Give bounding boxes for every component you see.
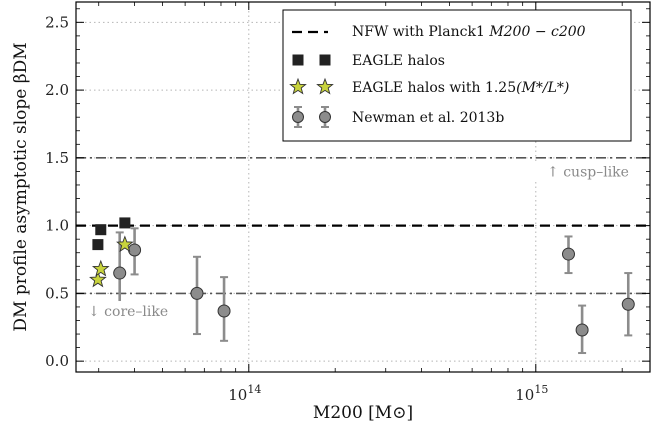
y-tick-label: 0.0	[45, 352, 69, 370]
legend-label-newman: Newman et al. 2013b	[352, 110, 504, 126]
y-axis-label: DM profile asymptotic slope βDM	[11, 42, 31, 331]
legend-label-eagle: EAGLE halos	[352, 53, 445, 69]
newman-point	[128, 227, 142, 276]
y-tick-label: 1.0	[45, 217, 69, 235]
eagle-star-point	[116, 235, 134, 253]
legend: NFW with Planck1 M200 − c200 EAGLE halos E…	[282, 9, 632, 142]
legend-swatch-newman-marker	[319, 111, 331, 123]
newman-point-marker	[128, 243, 142, 257]
newman-point-marker	[575, 323, 589, 337]
newman-point-marker	[217, 304, 231, 318]
newman-point	[561, 235, 575, 275]
legend-swatch-eagle-star	[316, 77, 334, 95]
x-tick-label-exponent: 15	[534, 383, 548, 396]
legend-swatch-eagle-square	[292, 54, 304, 66]
newman-point	[190, 255, 204, 336]
newman-point-marker	[113, 266, 127, 280]
annotation-background	[84, 301, 184, 322]
plot-frame	[75, 1, 651, 373]
eagle-star-point	[89, 270, 107, 288]
legend-label-eagle-scaled-text: EAGLE halos with 1.25	[352, 80, 516, 96]
x-tick-label-base: 10	[515, 386, 534, 404]
x-tick-label-base: 10	[228, 386, 247, 404]
legend-swatch-newman-marker	[292, 111, 304, 123]
y-tick-label: 2.5	[45, 13, 69, 31]
x-tick-label: 1015	[515, 383, 548, 404]
cusp-like-label: ↑ cusp–like	[547, 164, 629, 180]
newman-point	[575, 304, 589, 355]
y-tick-label: 0.5	[45, 284, 69, 302]
newman-point	[621, 272, 635, 337]
newman-point	[217, 276, 231, 342]
eagle-star-point	[37, 191, 52, 205]
data-marks	[37, 177, 635, 355]
newman-point-marker	[561, 247, 575, 261]
reference-lines	[76, 157, 650, 295]
legend-swatch-eagle-star	[289, 77, 307, 95]
eagle-halo-point	[40, 177, 51, 188]
eagle-star-point	[41, 241, 56, 255]
eagle-halo-point	[119, 217, 131, 229]
x-axis-label: M200 [M⊙]	[313, 403, 413, 423]
x-tick-label: 1014	[228, 383, 261, 404]
legend-swatch-newman	[319, 106, 331, 128]
eagle-halo-point	[92, 239, 104, 251]
annotations: ↑ cusp–like ↓ core–like	[84, 161, 634, 322]
legend-frame	[282, 9, 632, 142]
legend-label-nfw-text: NFW with Planck1	[352, 24, 489, 40]
eagle-star-point	[91, 259, 110, 277]
y-tick-label: 2.0	[45, 81, 69, 99]
annotation-background	[534, 161, 634, 182]
core-like-label: ↓ core–like	[88, 304, 168, 320]
eagle-halo-point	[95, 224, 107, 236]
legend-label-eagle-scaled: EAGLE halos with 1.25(M*/L*)	[352, 80, 569, 96]
legend-swatch-newman	[292, 106, 304, 128]
legend-label-nfw-math: M200 − c200	[488, 24, 585, 40]
legend-label-nfw: NFW with Planck1 M200 − c200	[352, 24, 586, 40]
legend-swatch-eagle-square	[319, 54, 331, 66]
newman-point-marker	[621, 297, 635, 311]
y-tick-label: 1.5	[45, 149, 69, 167]
newman-point-marker	[190, 286, 204, 300]
x-tick-label-exponent: 14	[247, 383, 261, 396]
legend-label-eagle-scaled-math: (M*/L*)	[516, 80, 569, 96]
